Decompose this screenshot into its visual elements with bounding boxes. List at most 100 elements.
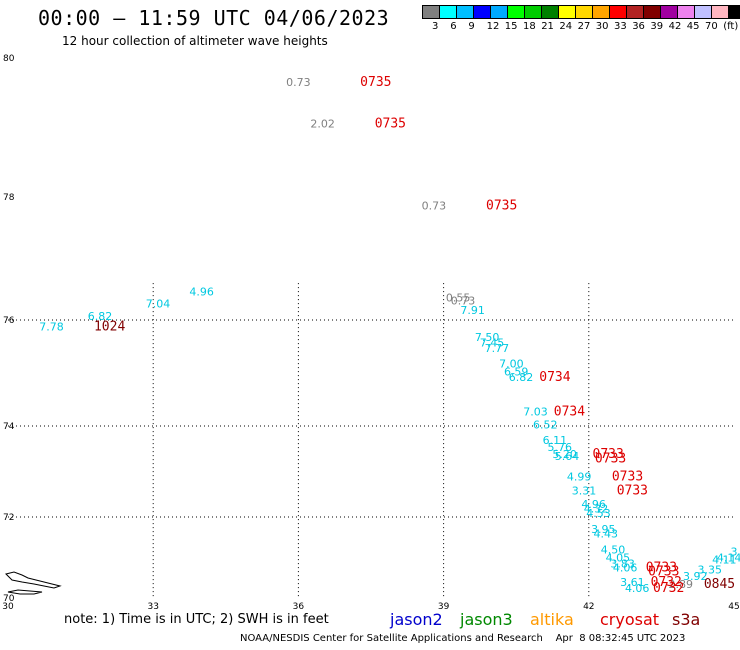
pass-time-label: 0845: [704, 577, 735, 592]
wave-height-point: 2.02: [310, 118, 335, 131]
satellite-legend-item: jason3: [460, 610, 513, 629]
pass-time-label: 0733: [593, 447, 624, 462]
wave-height-point: 4.06: [613, 562, 638, 575]
legend-swatch: [643, 5, 661, 19]
legend-label: 42: [668, 21, 682, 32]
legend-swatch: [524, 5, 542, 19]
y-tick-label: 76: [3, 316, 15, 326]
wave-height-point: 6.82: [509, 371, 534, 384]
pass-time-label: 0734: [554, 404, 585, 419]
chart-subtitle: 12 hour collection of altimeter wave hei…: [62, 34, 328, 48]
y-tick-label: 72: [3, 513, 14, 523]
credit-line: NOAA/NESDIS Center for Satellite Applica…: [240, 633, 686, 644]
wave-height-point: 3.35: [698, 564, 723, 577]
pass-time-label: 0733: [595, 451, 626, 466]
legend-swatch: [422, 5, 440, 19]
pass-time-label: 0733: [646, 561, 677, 576]
wave-height-point: 6.11: [543, 434, 568, 447]
wave-height-point: 6.52: [533, 418, 558, 431]
x-tick-label: 42: [583, 602, 594, 612]
y-tick-label: 80: [3, 54, 15, 64]
wave-height-point: 0.73: [451, 295, 476, 308]
wave-height-point: 6.82: [88, 310, 113, 323]
legend-swatch: [711, 5, 729, 19]
legend-label: 18: [523, 21, 536, 32]
legend-label: 21: [541, 21, 554, 32]
wave-height-point: 4.11: [712, 554, 737, 567]
x-tick-label: 36: [293, 602, 305, 612]
legend-swatch: [694, 5, 712, 19]
wave-height-point: 4.06: [625, 582, 650, 595]
legend-swatch: [728, 5, 740, 19]
wave-height-point: 3.95: [591, 523, 616, 536]
wave-height-labels: 0.730.732.024.967.046.827.780.550.737.91…: [39, 76, 740, 595]
y-tick-label: 70: [3, 594, 15, 604]
color-scale-legend: [422, 5, 740, 19]
legend-label: 9: [468, 21, 475, 32]
legend-swatch: [490, 5, 508, 19]
pass-time-label: 0735: [375, 117, 406, 132]
footer-note: note: 1) Time is in UTC; 2) SWH is in fe…: [64, 612, 329, 627]
wave-height-point: 4.53: [586, 507, 611, 520]
wave-height-point: 5.76: [548, 441, 573, 454]
axis-tick-labels: 30 33 36 39 42 45 70 72 74 76 78 80: [2, 54, 739, 612]
wave-height-point: 5.20: [552, 448, 577, 461]
legend-label: 30: [595, 21, 609, 32]
legend-label: 3: [432, 21, 439, 32]
wave-height-point: 4.99: [567, 471, 592, 484]
satellite-legend-item: cryosat: [600, 610, 660, 629]
wave-height-point: 4.05: [606, 552, 631, 565]
wave-height-point: 3.83: [610, 558, 635, 571]
legend-label: 27: [577, 21, 591, 32]
legend-swatch: [473, 5, 491, 19]
legend-label: 6: [450, 21, 457, 32]
satellite-legend-item: s3a: [672, 610, 701, 629]
wave-height-point: 7.04: [146, 298, 171, 311]
chart-title: 00:00 – 11:59 UTC 04/06/2023: [38, 6, 390, 30]
legend-swatch: [558, 5, 576, 19]
wave-height-point: 5.64: [555, 450, 580, 463]
pass-time-label: 0733: [612, 470, 643, 485]
legend-label: 12: [486, 21, 500, 32]
wave-height-point: 7.77: [485, 342, 510, 355]
pass-time-labels: 0735073507351024073407340733073307330733…: [94, 75, 735, 596]
legend-label: 70: [705, 21, 718, 32]
lat-lon-grid: [8, 283, 734, 598]
legend-swatch: [439, 5, 457, 19]
legend-label: 15: [504, 21, 518, 32]
legend-swatch: [592, 5, 610, 19]
legend-swatch: [626, 5, 644, 19]
legend-swatch: [609, 5, 627, 19]
satellite-legend-item: jason2: [390, 610, 443, 629]
wave-height-point: 0.73: [286, 76, 311, 89]
legend-swatch: [677, 5, 695, 19]
wave-height-point: 3: [731, 545, 738, 558]
legend-swatch: [575, 5, 593, 19]
legend-swatch: [660, 5, 678, 19]
pass-time-label: 0733: [648, 565, 679, 580]
x-tick-label: 39: [438, 602, 450, 612]
wave-height-point: 3.61: [620, 576, 645, 589]
wave-height-point: 6.59: [504, 366, 529, 379]
wave-height-point: 0.55: [446, 292, 471, 305]
legend-label: 24: [559, 21, 573, 32]
x-tick-label: 45: [728, 602, 739, 612]
legend-label: 36: [632, 21, 645, 32]
wave-height-point: 7.50: [475, 331, 500, 344]
legend-swatch: [456, 5, 474, 19]
wave-height-point: 7.03: [523, 405, 548, 418]
pass-time-label: 0733: [617, 483, 648, 498]
wave-height-point: 4.14: [717, 552, 740, 565]
satellite-legend-item: altika: [530, 610, 574, 629]
legend-unit: (ft): [723, 21, 739, 32]
coastline-fragment: [5, 571, 62, 595]
legend-label: 33: [614, 21, 627, 32]
wave-height-point: 7.00: [499, 358, 524, 371]
pass-time-label: 0735: [486, 198, 517, 213]
wave-height-point: 0.73: [422, 199, 447, 212]
wave-height-point: 4.43: [593, 527, 618, 540]
pass-time-label: 0732: [651, 575, 682, 590]
legend-swatch: [541, 5, 559, 19]
wave-height-point: 3.31: [572, 484, 597, 497]
